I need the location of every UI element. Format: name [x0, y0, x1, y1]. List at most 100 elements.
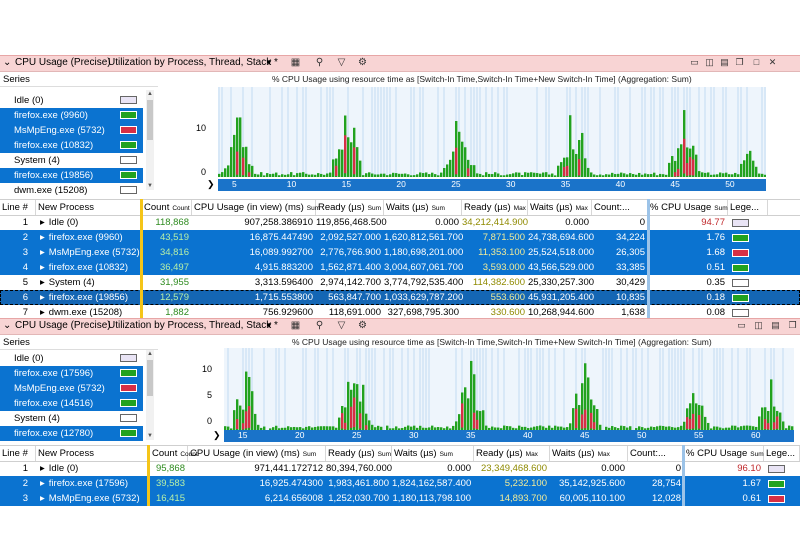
pivot-column-separator[interactable] [147, 445, 150, 506]
table-row[interactable]: 1 ▸ Idle (0) 118,868 907,258.386910 119,856,4… [0, 215, 800, 230]
scroll-up-arrow-icon[interactable]: ▲ [147, 351, 153, 357]
usage-bar [458, 131, 461, 177]
series-item[interactable]: MsMpEng.exe (5732) [0, 381, 143, 396]
column-header[interactable]: Waits (µs) Max [528, 200, 592, 215]
scroll-left-arrow-icon[interactable]: ❯ [207, 179, 215, 189]
filter-icon[interactable]: ▽ [337, 320, 346, 331]
maximize-icon[interactable]: □ [753, 57, 760, 67]
preset-dropdown[interactable]: Utilization by Process, Thread, Stack * [108, 320, 278, 331]
column-header[interactable]: Count:... [592, 200, 648, 215]
column-header[interactable]: CPU Usage (in view) (ms) Sum [188, 446, 326, 461]
chart-type-icon[interactable]: ▦ [290, 320, 301, 331]
collapse-chevron-icon[interactable]: ⌄ [3, 320, 12, 331]
table-only-icon[interactable]: ▤ [771, 320, 780, 330]
column-header[interactable]: Lege... [764, 446, 800, 461]
chart-type-icon[interactable]: ▦ [290, 57, 301, 68]
series-item[interactable]: MsMpEng.exe (5732) [0, 123, 143, 138]
expand-arrow-icon[interactable]: ▸ [40, 277, 45, 288]
expand-arrow-icon[interactable]: ▸ [40, 292, 45, 303]
graph-column-separator[interactable] [647, 199, 650, 320]
expand-arrow-icon[interactable]: ▸ [40, 232, 45, 243]
series-item[interactable]: Idle (0) [0, 93, 143, 108]
series-item[interactable]: firefox.exe (17596) [0, 366, 143, 381]
table-row[interactable]: 3 ▸ MsMpEng.exe (5732) 16,415 6,214.656008 1,… [0, 491, 800, 506]
column-header[interactable]: Line # [0, 200, 36, 215]
column-header[interactable]: Waits (µs) Sum [392, 446, 474, 461]
scroll-up-arrow-icon[interactable]: ▲ [147, 91, 153, 97]
series-scrollbar[interactable]: ▲ ▼ [146, 90, 154, 190]
graph-and-table-icon[interactable]: ◫ [754, 320, 763, 330]
column-header[interactable]: % CPU Usage Sum [684, 446, 764, 461]
preset-dropdown-caret-icon[interactable]: ▼ [265, 321, 273, 330]
table-row[interactable]: 2 ▸ firefox.exe (17596) 39,583 16,925.474300… [0, 476, 800, 491]
series-item[interactable]: firefox.exe (14516) [0, 396, 143, 411]
table-row[interactable]: 1 ▸ Idle (0) 95,868 971,441.172712 80,394,760… [0, 461, 800, 476]
restore-icon[interactable]: ❐ [788, 320, 797, 330]
preset-dropdown-caret-icon[interactable]: ▼ [265, 58, 273, 67]
collapse-chevron-icon[interactable]: ⌄ [3, 57, 12, 68]
series-item[interactable]: dwm.exe (15208) [0, 183, 143, 198]
column-header[interactable]: Count:... [628, 446, 684, 461]
series-item[interactable]: Idle (0) [0, 351, 143, 366]
scroll-down-arrow-icon[interactable]: ▼ [147, 433, 153, 439]
graph-only-icon[interactable]: ▭ [737, 320, 746, 330]
filter-icon[interactable]: ▽ [337, 57, 346, 68]
graph-column-separator[interactable] [682, 445, 685, 506]
cell-count2: 1,638 [621, 307, 645, 318]
table-row[interactable]: 3 ▸ MsMpEng.exe (5732) 34,816 16,089.992700 2… [0, 245, 800, 260]
column-header[interactable]: Count Count [142, 200, 192, 215]
column-header[interactable]: Waits (µs) Sum [384, 200, 462, 215]
expand-arrow-icon[interactable]: ▸ [40, 307, 45, 318]
search-icon[interactable]: ⚲ [315, 57, 324, 68]
table-only-icon[interactable]: ▤ [720, 57, 729, 67]
search-icon[interactable]: ⚲ [315, 320, 324, 331]
series-item[interactable]: firefox.exe (12780) [0, 426, 143, 441]
table-row[interactable]: 4 ▸ firefox.exe (10832) 36,497 4,915.883200 1… [0, 260, 800, 275]
table-row[interactable]: 5 ▸ System (4) 31,955 3,313.596400 2,974,142.… [0, 275, 800, 290]
column-header[interactable]: Ready (µs) Max [474, 446, 550, 461]
expand-arrow-icon[interactable]: ▸ [40, 262, 45, 273]
table-row[interactable]: 6 ▸ firefox.exe (19856) 12,579 1,715.553800 5… [0, 290, 800, 305]
series-item[interactable]: System (4) [0, 411, 143, 426]
column-header[interactable]: Line # [0, 446, 36, 461]
series-item[interactable]: System (4) [0, 153, 143, 168]
preset-dropdown[interactable]: Utilization by Process, Thread, Stack * [108, 57, 278, 68]
column-header[interactable]: % CPU Usage Sum [648, 200, 728, 215]
graph-only-icon[interactable]: ▭ [690, 57, 699, 67]
settings-icon[interactable]: ⚙ [358, 57, 367, 68]
cpu-usage-chart-top[interactable] [218, 87, 766, 177]
expand-arrow-icon[interactable]: ▸ [40, 463, 45, 474]
settings-icon[interactable]: ⚙ [358, 320, 367, 331]
pivot-column-separator[interactable] [140, 199, 143, 320]
scroll-left-arrow-icon[interactable]: ❯ [213, 430, 221, 440]
table-row[interactable]: 7 ▸ dwm.exe (15208) 1,882 756.929600 118,691.… [0, 305, 800, 320]
scrollbar-thumb[interactable] [147, 360, 153, 396]
x-axis-timeline[interactable]: 5 10 15 20 25 30 35 40 45 50 [218, 179, 766, 191]
series-item[interactable]: firefox.exe (10832) [0, 138, 143, 153]
column-header[interactable]: Count Count [150, 446, 198, 461]
selection-band [686, 87, 688, 177]
series-item[interactable]: firefox.exe (19856) [0, 168, 143, 183]
column-header[interactable]: Ready (µs) Sum [316, 200, 384, 215]
column-header[interactable]: Ready (µs) Sum [326, 446, 392, 461]
expand-arrow-icon[interactable]: ▸ [40, 493, 45, 504]
x-axis-timeline[interactable]: 15 20 25 30 35 40 45 50 55 60 [224, 430, 794, 442]
expand-arrow-icon[interactable]: ▸ [40, 217, 45, 228]
table-row[interactable]: 2 ▸ firefox.exe (9960) 43,519 16,875.447490 2… [0, 230, 800, 245]
restore-icon[interactable]: ❐ [735, 57, 744, 67]
column-header[interactable]: CPU Usage (in view) (ms) Sum [192, 200, 320, 215]
cpu-usage-chart-bottom[interactable] [224, 348, 794, 430]
graph-and-table-icon[interactable]: ◫ [705, 57, 714, 67]
column-header[interactable]: Ready (µs) Max [462, 200, 528, 215]
series-scrollbar[interactable]: ▲ ▼ [146, 350, 154, 440]
column-header[interactable]: Lege... [728, 200, 768, 215]
series-item[interactable]: firefox.exe (9960) [0, 108, 143, 123]
expand-arrow-icon[interactable]: ▸ [40, 478, 45, 489]
scrollbar-thumb[interactable] [147, 100, 153, 140]
column-header[interactable]: New Process [36, 446, 150, 461]
close-icon[interactable]: ✕ [768, 57, 777, 67]
scroll-down-arrow-icon[interactable]: ▼ [147, 183, 153, 189]
column-header[interactable]: Waits (µs) Max [550, 446, 628, 461]
column-header[interactable]: New Process [36, 200, 142, 215]
expand-arrow-icon[interactable]: ▸ [40, 247, 45, 258]
